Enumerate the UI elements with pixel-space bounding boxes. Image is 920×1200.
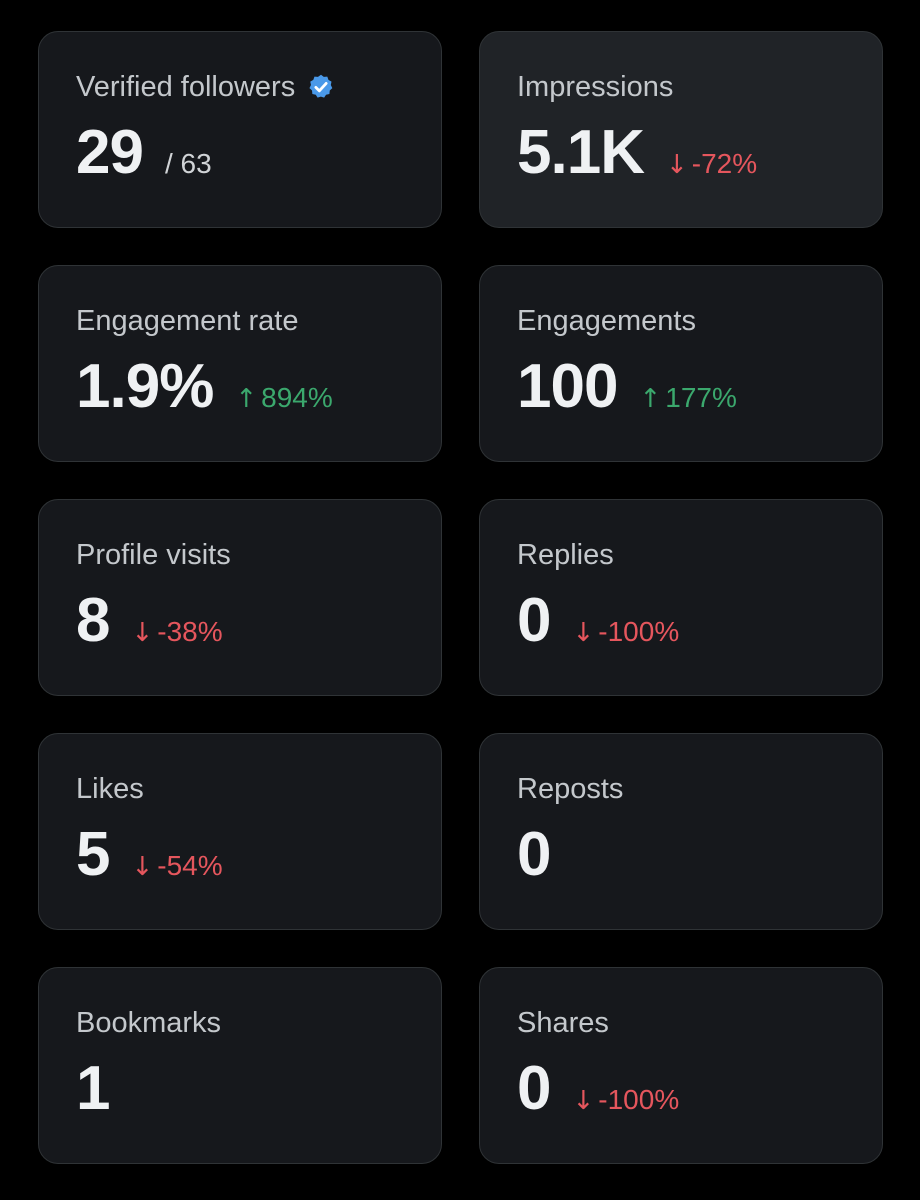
metric-card-shares[interactable]: Shares 0 ↓ -100% xyxy=(479,967,883,1164)
metric-label-row: Shares xyxy=(517,1004,846,1042)
metric-value: 5 xyxy=(76,820,110,889)
metric-label: Engagement rate xyxy=(76,305,299,337)
metric-label-row: Verified followers xyxy=(76,68,405,106)
arrow-down-icon: ↓ xyxy=(572,1086,595,1116)
metric-change: ↓ -38% xyxy=(131,616,222,648)
metric-change: ↓ -54% xyxy=(131,850,222,882)
metric-label: Reposts xyxy=(517,773,624,805)
metric-value: 0 xyxy=(517,820,551,889)
metric-value-row: 5.1K ↓ -72% xyxy=(517,118,846,188)
metric-card-bookmarks[interactable]: Bookmarks 1 xyxy=(38,967,442,1164)
metric-value: 1 xyxy=(76,1054,110,1123)
metric-card-verified-followers[interactable]: Verified followers 29 / 63 xyxy=(38,31,442,228)
metric-change-value: -100% xyxy=(598,1084,680,1115)
metric-label-row: Impressions xyxy=(517,68,846,106)
metric-change-value: -54% xyxy=(157,850,223,881)
metric-label-row: Engagements xyxy=(517,302,846,340)
metric-value: 100 xyxy=(517,352,618,421)
metric-change: ↓ -100% xyxy=(572,616,679,648)
metric-label-row: Replies xyxy=(517,536,846,574)
metric-card-impressions[interactable]: Impressions 5.1K ↓ -72% xyxy=(479,31,883,228)
metric-card-reposts[interactable]: Reposts 0 xyxy=(479,733,883,930)
metric-change: ↓ -100% xyxy=(572,1084,679,1116)
metric-label: Bookmarks xyxy=(76,1007,222,1039)
arrow-down-icon: ↓ xyxy=(131,852,154,882)
arrow-down-icon: ↓ xyxy=(572,618,595,648)
verified-badge-icon xyxy=(307,73,335,101)
metric-label-row: Engagement rate xyxy=(76,302,405,340)
metric-card-replies[interactable]: Replies 0 ↓ -100% xyxy=(479,499,883,696)
metric-value: 0 xyxy=(517,586,551,655)
metric-label-row: Reposts xyxy=(517,770,846,808)
metric-label: Likes xyxy=(76,773,144,805)
metric-total: / 63 xyxy=(164,148,212,179)
metric-label: Replies xyxy=(517,539,614,571)
metric-value-row: 1 xyxy=(76,1054,405,1124)
metric-label-row: Profile visits xyxy=(76,536,405,574)
arrow-up-icon: ↑ xyxy=(235,384,258,414)
metric-card-likes[interactable]: Likes 5 ↓ -54% xyxy=(38,733,442,930)
metric-value: 29 xyxy=(76,118,144,187)
metric-change: ↑ 177% xyxy=(639,382,736,414)
metric-value: 1.9% xyxy=(76,352,214,421)
metric-change: ↓ -72% xyxy=(666,148,757,180)
metric-value-row: 5 ↓ -54% xyxy=(76,820,405,890)
metric-label: Impressions xyxy=(517,71,674,103)
metric-label: Engagements xyxy=(517,305,696,337)
metric-value-row: 1.9% ↑ 894% xyxy=(76,352,405,422)
metric-value: 5.1K xyxy=(517,118,645,187)
metric-change-value: 894% xyxy=(261,382,333,413)
metric-change-value: -72% xyxy=(691,148,758,179)
metric-label-row: Likes xyxy=(76,770,405,808)
metric-label: Profile visits xyxy=(76,539,231,571)
metric-change: ↑ 894% xyxy=(235,382,332,414)
metric-change-value: 177% xyxy=(665,382,737,413)
metric-value-row: 29 / 63 xyxy=(76,118,405,188)
metric-value: 0 xyxy=(517,1054,551,1123)
metric-card-engagements[interactable]: Engagements 100 ↑ 177% xyxy=(479,265,883,462)
metric-value-row: 0 ↓ -100% xyxy=(517,1054,846,1124)
metrics-grid: Verified followers 29 / 63 Impressions 5… xyxy=(38,31,883,1164)
metric-card-profile-visits[interactable]: Profile visits 8 ↓ -38% xyxy=(38,499,442,696)
metric-value-row: 0 xyxy=(517,820,846,890)
metric-card-engagement-rate[interactable]: Engagement rate 1.9% ↑ 894% xyxy=(38,265,442,462)
metric-label: Verified followers xyxy=(76,71,296,103)
metric-label-row: Bookmarks xyxy=(76,1004,405,1042)
arrow-up-icon: ↑ xyxy=(639,384,662,414)
metric-value-row: 100 ↑ 177% xyxy=(517,352,846,422)
metric-value: 8 xyxy=(76,586,110,655)
metric-change-value: -100% xyxy=(598,616,680,647)
arrow-down-icon: ↓ xyxy=(665,150,688,180)
metric-change-value: -38% xyxy=(157,616,223,647)
metric-value-row: 8 ↓ -38% xyxy=(76,586,405,656)
metric-value-row: 0 ↓ -100% xyxy=(517,586,846,656)
metric-label: Shares xyxy=(517,1007,609,1039)
arrow-down-icon: ↓ xyxy=(131,618,154,648)
